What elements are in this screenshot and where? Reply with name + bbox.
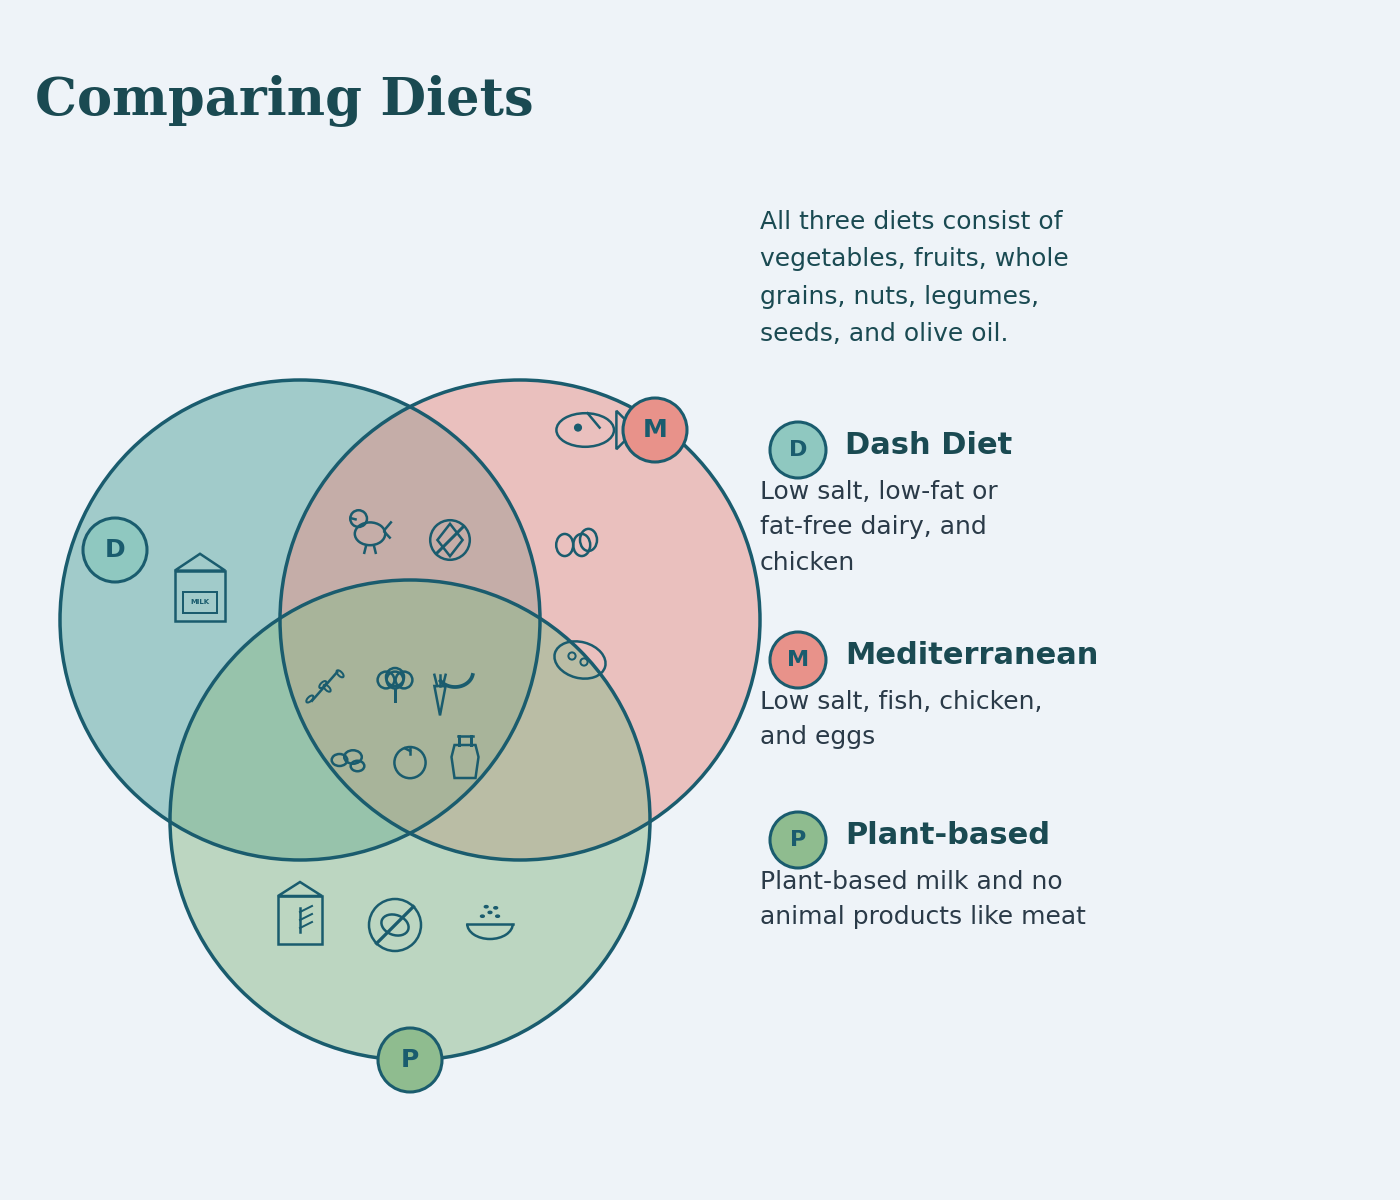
Text: Comparing Diets: Comparing Diets: [35, 74, 533, 127]
Text: D: D: [105, 538, 126, 562]
Text: P: P: [400, 1048, 419, 1072]
Ellipse shape: [496, 916, 500, 917]
Text: Plant-based milk and no
animal products like meat: Plant-based milk and no animal products …: [760, 870, 1086, 929]
Text: M: M: [787, 650, 809, 670]
Ellipse shape: [480, 916, 484, 917]
Ellipse shape: [494, 907, 497, 908]
Text: M: M: [643, 418, 668, 442]
Text: Mediterranean: Mediterranean: [846, 641, 1099, 670]
Circle shape: [770, 812, 826, 868]
Text: D: D: [788, 440, 808, 460]
Circle shape: [378, 1028, 442, 1092]
Text: Dash Diet: Dash Diet: [846, 431, 1012, 460]
Circle shape: [770, 632, 826, 688]
Circle shape: [574, 425, 581, 431]
Circle shape: [280, 380, 760, 860]
Text: Plant-based: Plant-based: [846, 821, 1050, 850]
Text: All three diets consist of
vegetables, fruits, whole
grains, nuts, legumes,
seed: All three diets consist of vegetables, f…: [760, 210, 1068, 346]
Text: MILK: MILK: [190, 599, 210, 605]
Text: Low salt, low-fat or
fat-free dairy, and
chicken: Low salt, low-fat or fat-free dairy, and…: [760, 480, 998, 575]
Circle shape: [60, 380, 540, 860]
Ellipse shape: [489, 911, 491, 913]
Text: Low salt, fish, chicken,
and eggs: Low salt, fish, chicken, and eggs: [760, 690, 1043, 749]
Ellipse shape: [484, 906, 489, 908]
Circle shape: [623, 398, 687, 462]
Circle shape: [169, 580, 650, 1060]
Circle shape: [770, 422, 826, 478]
Circle shape: [83, 518, 147, 582]
Text: P: P: [790, 830, 806, 850]
